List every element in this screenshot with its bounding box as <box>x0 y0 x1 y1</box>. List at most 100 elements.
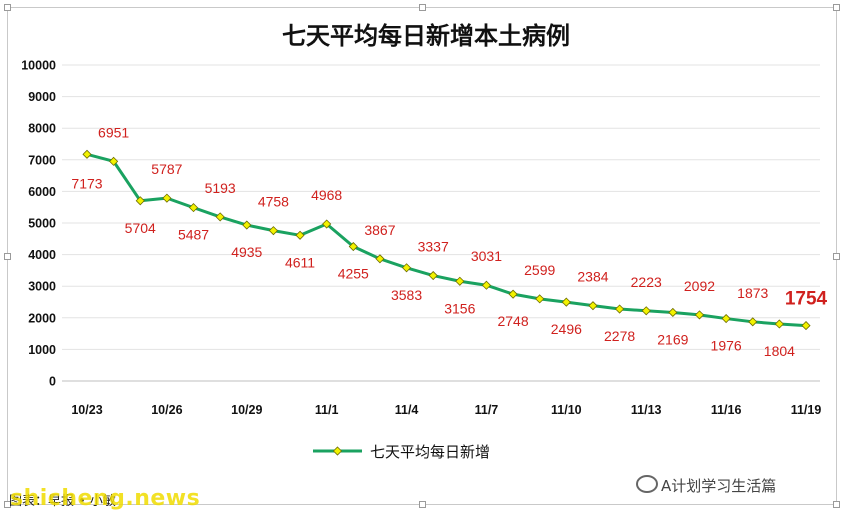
data-label: 2223 <box>631 274 662 290</box>
x-tick-label: 11/16 <box>711 403 742 417</box>
data-point <box>242 220 252 230</box>
chart-frame <box>7 7 837 505</box>
data-point <box>455 276 465 286</box>
y-tick-label: 2000 <box>28 311 56 325</box>
data-point <box>109 156 119 166</box>
series-line <box>86 152 807 328</box>
resize-handle-top-center[interactable] <box>419 4 426 11</box>
y-tick-label: 3000 <box>28 280 56 294</box>
data-label: 3337 <box>418 239 449 255</box>
data-label: 1804 <box>764 343 795 359</box>
data-label: 4968 <box>311 187 342 203</box>
data-markers <box>82 149 811 331</box>
y-tick-label: 0 <box>49 375 56 389</box>
data-labels: 7173 6951 5704 5787 5487 5193 4935 4758 4611 4968… <box>71 124 827 359</box>
data-point <box>615 304 625 314</box>
data-label: 3031 <box>471 248 502 264</box>
data-label: 3867 <box>364 222 395 238</box>
data-point <box>322 219 332 229</box>
resize-handle-middle-right[interactable] <box>833 253 840 260</box>
data-point <box>188 203 199 213</box>
data-label: 4935 <box>231 244 262 260</box>
y-tick-label: 9000 <box>28 90 56 104</box>
legend-label: 七天平均每日新增 <box>370 443 490 461</box>
y-tick-label: 5000 <box>28 217 56 231</box>
data-point <box>801 321 811 331</box>
resize-handle-top-right[interactable] <box>833 4 840 11</box>
brand-label: A计划学习生活篇 <box>636 475 776 496</box>
resize-handle-top-left[interactable] <box>4 4 11 11</box>
wechat-icon <box>636 475 658 493</box>
y-tick-label: 7000 <box>28 153 56 167</box>
data-point <box>428 270 438 281</box>
data-label: 5487 <box>178 227 209 243</box>
x-tick-label: 11/10 <box>551 403 582 417</box>
x-tick-label: 10/29 <box>231 403 262 417</box>
data-point <box>401 263 412 273</box>
data-label: 7173 <box>71 175 102 191</box>
data-label: 2278 <box>604 328 635 344</box>
data-label: 2748 <box>497 313 528 329</box>
data-label: 1754 <box>785 289 828 310</box>
data-label: 5193 <box>205 180 236 196</box>
data-point <box>721 313 731 324</box>
data-label: 3156 <box>444 300 475 316</box>
x-tick-label: 11/1 <box>315 403 339 417</box>
data-point <box>162 193 172 203</box>
data-point <box>588 301 598 311</box>
data-point <box>641 306 651 316</box>
data-label: 5704 <box>125 220 156 236</box>
y-axis-ticks: 0 1000 2000 3000 4000 5000 6000 7000 8000 9000 100… <box>21 59 56 389</box>
data-point <box>481 280 492 290</box>
data-point <box>774 319 784 329</box>
data-label: 2092 <box>684 278 715 294</box>
watermark: shicheng.news <box>10 486 201 511</box>
data-point <box>215 212 225 222</box>
data-label: 4758 <box>258 194 289 210</box>
data-point <box>748 317 758 327</box>
resize-handle-bottom-center[interactable] <box>419 501 426 508</box>
data-point <box>295 230 305 240</box>
brand-text: A计划学习生活篇 <box>661 477 777 495</box>
data-point <box>668 307 678 318</box>
gridlines <box>62 64 820 382</box>
data-label: 5787 <box>151 161 182 177</box>
x-axis-ticks: 10/23 10/26 10/29 11/1 11/4 11/7 11/10 11/13 11/… <box>71 403 821 417</box>
x-tick-label: 11/4 <box>395 403 419 417</box>
legend: 七天平均每日新增 <box>313 443 490 461</box>
data-label: 1976 <box>711 338 742 354</box>
data-label: 1873 <box>737 285 768 301</box>
y-tick-label: 8000 <box>28 122 56 136</box>
resize-handle-bottom-left[interactable] <box>4 501 11 508</box>
source-caption: 图表：早报 • 小敏 <box>9 494 116 509</box>
y-tick-label: 6000 <box>28 185 56 199</box>
x-tick-label: 11/13 <box>631 403 662 417</box>
y-tick-label: 1000 <box>28 343 56 357</box>
data-label: 2169 <box>657 331 688 347</box>
x-tick-label: 10/23 <box>71 403 102 417</box>
x-tick-label: 11/19 <box>791 403 822 417</box>
data-point <box>348 241 358 252</box>
chart-title: 七天平均每日新增本土病例 <box>282 22 570 50</box>
x-tick-label: 11/7 <box>475 403 499 417</box>
data-label: 2496 <box>551 321 582 337</box>
data-point <box>561 297 571 307</box>
data-label: 6951 <box>98 124 129 140</box>
data-point <box>508 289 518 299</box>
data-label: 4255 <box>338 266 369 282</box>
resize-handle-bottom-right[interactable] <box>833 501 840 508</box>
y-tick-label: 4000 <box>28 248 56 262</box>
data-point <box>535 294 545 304</box>
legend-marker-swatch <box>332 446 343 456</box>
data-label: 2384 <box>577 269 608 285</box>
y-tick-label: 10000 <box>21 59 56 73</box>
data-label: 4611 <box>285 254 315 270</box>
x-tick-label: 10/26 <box>151 403 182 417</box>
data-point <box>375 254 385 264</box>
data-point <box>82 149 92 159</box>
data-point <box>694 310 705 320</box>
series-line-path <box>86 152 807 328</box>
resize-handle-middle-left[interactable] <box>4 253 11 260</box>
data-point <box>268 226 278 236</box>
